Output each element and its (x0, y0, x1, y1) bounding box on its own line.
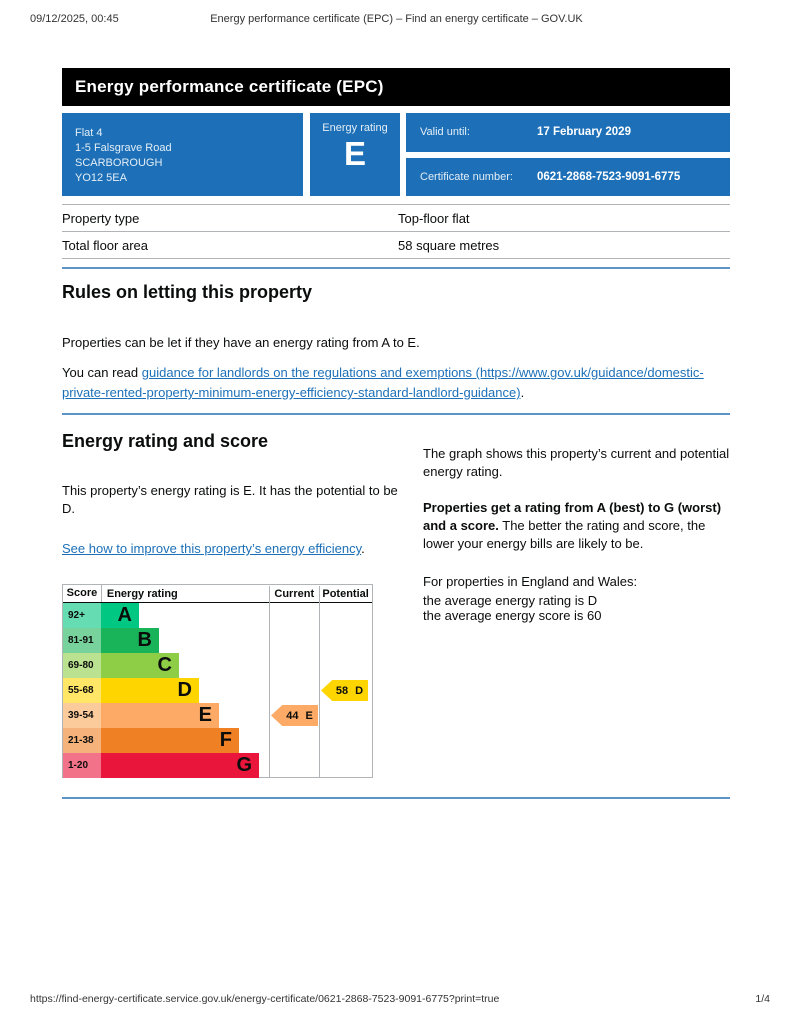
certificate-number-box: Certificate number: 0621-2868-7523-9091-… (406, 157, 730, 196)
average-rating-line: the average energy rating is D (423, 593, 598, 608)
floor-area-label: Total floor area (62, 237, 148, 253)
potential-column-divider (319, 586, 320, 778)
guidance-prefix: You can read (62, 365, 142, 380)
section-divider (62, 267, 730, 269)
epc-chart-header: Score Energy rating Current Potential (63, 585, 372, 603)
ratings-explainer-rest: The better the rating and score, the low… (423, 518, 706, 551)
national-averages: the average energy rating is D the avera… (423, 593, 731, 623)
epc-chart: Score Energy rating Current Potential 44… (62, 584, 373, 778)
band-score-range: 92+ (63, 603, 101, 628)
certificate-number-value: 0621-2868-7523-9091-6775 (537, 170, 681, 183)
epc-band-row: 92+ A (63, 603, 372, 628)
rules-guidance-paragraph: You can read guidance for landlords on t… (62, 363, 730, 403)
potential-band: D (355, 684, 364, 697)
table-row: Property type Top-floor flat (62, 204, 730, 231)
average-score-line: the average energy score is 60 (423, 608, 602, 623)
table-row: Total floor area 58 square metres (62, 231, 730, 259)
property-type-label: Property type (62, 210, 140, 226)
band-score-range: 69-80 (63, 653, 101, 678)
improve-link-paragraph: See how to improve this property’s energ… (62, 540, 407, 558)
epc-band-row: 55-68 D (63, 678, 372, 703)
epc-bands: 44 E 58 D 92+ A 81-91 B 69-80 C 55-68 D 39-54 E 21-3… (63, 586, 372, 778)
section-divider (62, 797, 730, 799)
epc-band-row: 69-80 C (63, 653, 372, 678)
property-facts-table: Property type Top-floor flat Total floor… (62, 204, 730, 259)
epc-band-row: 1-20 G (63, 753, 372, 778)
floor-area-value: 58 square metres (398, 237, 500, 253)
print-doc-title: Energy performance certificate (EPC) – F… (210, 13, 583, 25)
energy-rating-value: E (343, 135, 366, 172)
certificate-page: Energy performance certificate (EPC) Fla… (62, 0, 730, 1024)
band-bar-g: G (101, 753, 259, 778)
page-title-banner: Energy performance certificate (EPC) (62, 68, 730, 106)
energy-rating-label: Energy rating (322, 122, 388, 134)
band-score-range: 21-38 (63, 728, 101, 753)
score-column-header: Score (63, 585, 102, 602)
band-bar-c: C (101, 653, 179, 678)
current-column-divider (269, 586, 270, 778)
band-bar-b: B (101, 628, 159, 653)
certificate-number-label: Certificate number: (420, 170, 513, 183)
band-bar-a: A (101, 603, 139, 628)
rating-section-heading: Energy rating and score (62, 431, 269, 451)
print-footer-url: https://find-energy-certificate.service.… (30, 993, 500, 1005)
band-bar-e: E (101, 703, 219, 728)
current-score: 44 (286, 709, 299, 722)
certificate-meta-column: Valid until: 17 February 2029 Certificat… (406, 113, 730, 196)
address-line-3: SCARBOROUGH (75, 157, 163, 169)
band-bar-d: D (101, 678, 199, 703)
landlord-guidance-link[interactable]: guidance for landlords on the regulation… (62, 365, 704, 400)
improve-suffix: . (361, 541, 365, 556)
ratings-explainer-paragraph: Properties get a rating from A (best) to… (423, 499, 733, 553)
rules-paragraph: Properties can be let if they have an en… (62, 335, 420, 350)
certificate-summary: Flat 4 1-5 Falsgrave Road SCARBOROUGH YO… (62, 113, 730, 196)
epc-band-row: 81-91 B (63, 628, 372, 653)
property-type-value: Top-floor flat (398, 210, 470, 226)
print-datetime: 09/12/2025, 00:45 (30, 13, 119, 25)
potential-score: 58 (335, 684, 349, 697)
potential-column-header: Potential (322, 587, 369, 600)
address-line-1: Flat 4 (75, 127, 103, 139)
valid-until-value: 17 February 2029 (537, 126, 631, 139)
ratings-explainer-bold: Properties get a rating from A (best) to… (423, 500, 722, 533)
address-line-4: YO12 5EA (75, 172, 127, 184)
property-address-box: Flat 4 1-5 Falsgrave Road SCARBOROUGH YO… (62, 113, 303, 196)
page-title: Energy performance certificate (EPC) (75, 77, 384, 96)
epc-band-row: 21-38 F (63, 728, 372, 753)
guidance-suffix: . (520, 385, 525, 400)
potential-rating-arrow: 58 D (321, 680, 368, 701)
print-page-indicator: 1/4 (755, 993, 770, 1005)
rules-heading: Rules on letting this property (62, 282, 313, 302)
band-score-range: 39-54 (63, 703, 101, 728)
band-bar-f: F (101, 728, 239, 753)
band-score-range: 81-91 (63, 628, 101, 653)
energy-rating-box: Energy rating E (310, 113, 400, 196)
england-wales-paragraph: For properties in England and Wales: (423, 574, 638, 589)
current-column-header: Current (274, 587, 315, 600)
current-rating-arrow: 44 E (271, 705, 318, 726)
improve-efficiency-link[interactable]: See how to improve this property’s energ… (62, 541, 362, 556)
address-line-2: 1-5 Falsgrave Road (75, 142, 172, 154)
valid-until-label: Valid until: (420, 126, 470, 139)
epc-band-row: 39-54 E (63, 703, 372, 728)
rating-summary-paragraph: This property’s energy rating is E. It h… (62, 483, 398, 516)
rating-column-header: Energy rating (106, 587, 178, 600)
section-divider (62, 413, 730, 415)
current-band: E (305, 709, 313, 722)
band-score-range: 55-68 (63, 678, 101, 703)
graph-intro-paragraph: The graph shows this property’s current … (423, 446, 730, 479)
valid-until-box: Valid until: 17 February 2029 (406, 113, 730, 152)
band-score-range: 1-20 (63, 753, 101, 778)
